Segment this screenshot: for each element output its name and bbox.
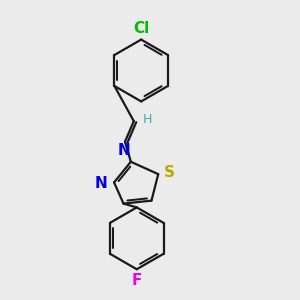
Text: Cl: Cl [133, 21, 149, 36]
Text: H: H [142, 113, 152, 126]
Text: F: F [132, 273, 142, 288]
Text: N: N [117, 143, 130, 158]
Text: N: N [95, 176, 108, 191]
Text: S: S [164, 165, 175, 180]
